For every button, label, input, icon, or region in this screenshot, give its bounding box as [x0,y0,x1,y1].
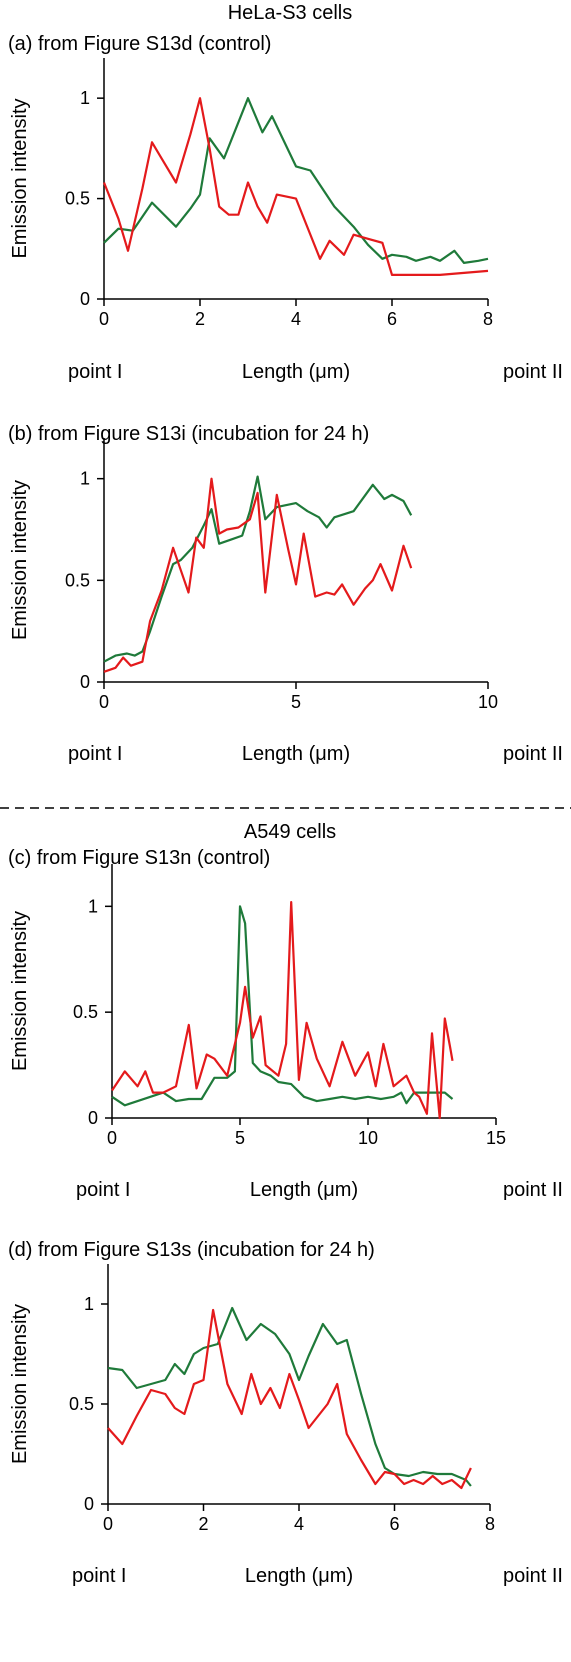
x-tick-label: 15 [486,1128,506,1148]
y-tick-label: 0.5 [65,189,90,209]
section-title-a549: A549 cells [244,821,336,843]
y-tick-label: 1 [80,88,90,108]
y-tick-label: 0.5 [65,570,90,590]
panel-b: (b) from Figure S13i (incubation for 24 … [8,423,563,765]
x-tick-label: 8 [485,1514,495,1534]
green-series-line [111,905,454,1107]
point-start-label: point I [76,1179,130,1201]
section-title-hela: HeLa-S3 cells [228,2,353,24]
x-tick-label: 2 [195,309,205,329]
panel-title: (c) from Figure S13n (control) [8,847,270,869]
panel-a: (a) from Figure S13d (control) 0 2 4 6 8 0 0.5 1… [8,33,563,383]
point-end-label: point II [503,1565,563,1587]
x-axis-label: Length (μm) [242,743,350,765]
red-series-line [103,477,413,673]
panel-d: (d) from Figure S13s (incubation for 24 … [8,1239,563,1587]
x-tick-label: 8 [483,309,493,329]
x-tick-label: 0 [99,692,109,712]
red-series-line [102,97,489,276]
y-tick-label: 1 [88,896,98,916]
y-tick-label: 0 [80,289,90,309]
y-tick-label: 1 [80,469,90,489]
green-series-line [103,475,413,663]
y-tick-label: 0.5 [73,1002,98,1022]
point-end-label: point II [503,1179,563,1201]
y-tick-label: 0 [88,1108,98,1128]
x-axis-label: Length (μm) [245,1565,353,1587]
panel-title: (a) from Figure S13d (control) [8,33,271,55]
y-tick-label: 0 [84,1494,94,1514]
point-end-label: point II [503,743,563,765]
x-tick-label: 10 [478,692,498,712]
y-tick-label: 0 [80,672,90,692]
x-tick-label: 2 [198,1514,208,1534]
x-axis-label: Length (μm) [250,1179,358,1201]
x-tick-label: 6 [389,1514,399,1534]
panel-title: (b) from Figure S13i (incubation for 24 … [8,423,369,445]
x-tick-label: 4 [291,309,301,329]
green-series-line [107,1306,472,1487]
panel-c: (c) from Figure S13n (control) 0 5 10 15 0 0.5… [8,847,563,1201]
point-end-label: point II [503,361,563,383]
point-start-label: point I [68,743,122,765]
panel-title: (d) from Figure S13s (incubation for 24 … [8,1239,375,1261]
x-axis-label: Length (μm) [242,361,350,383]
x-tick-label: 6 [387,309,397,329]
red-series-line [111,900,454,1120]
red-series-line [107,1308,472,1490]
y-axis-label: Emission intensity [9,480,31,640]
y-tick-label: 1 [84,1294,94,1314]
point-start-label: point I [68,361,122,383]
x-tick-label: 0 [99,309,109,329]
x-tick-label: 5 [235,1128,245,1148]
point-start-label: point I [72,1565,126,1587]
y-axis-label: Emission intensity [9,98,31,258]
x-tick-label: 5 [291,692,301,712]
x-tick-label: 4 [294,1514,304,1534]
x-tick-label: 10 [358,1128,378,1148]
x-tick-label: 0 [107,1128,117,1148]
green-series-line [103,97,489,264]
y-axis-label: Emission intensity [9,911,31,1071]
x-tick-label: 0 [103,1514,113,1534]
y-axis-label: Emission intensity [9,1304,31,1464]
y-tick-label: 0.5 [69,1394,94,1414]
